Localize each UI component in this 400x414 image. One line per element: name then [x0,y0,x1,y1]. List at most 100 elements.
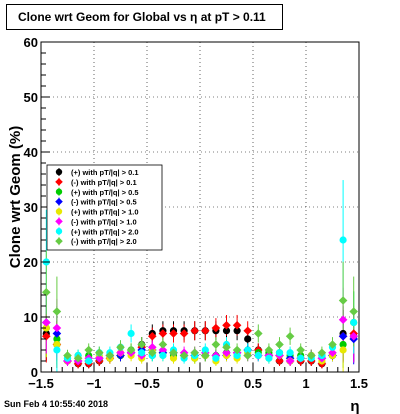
legend-marker [55,178,63,186]
data-point [275,340,284,349]
data-point [338,296,348,305]
data-point [285,356,295,366]
legend-marker [55,197,63,206]
data-point [158,340,168,349]
data-point [179,329,189,338]
data-point [179,351,189,360]
data-point [137,340,146,349]
data-point [338,331,348,341]
data-point [296,345,305,355]
data-point [244,346,252,354]
data-point [286,349,294,357]
data-point [169,329,178,338]
tick-labels: −1.5 −1 −0.5 0 0.5 1 1.5 0 10 20 30 40 50 60 [24,35,369,391]
data-point [169,348,178,358]
timestamp: Sun Feb 4 10:55:40 2018 [4,399,109,409]
chart-title: Clone wrt Geom for Global vs η at pT > 0… [6,4,283,30]
legend: (+) with pT/|q| > 0.1(-) with pT/|q| > 0… [46,164,163,251]
data-point [297,354,305,362]
data-point [233,327,241,335]
data-point [201,346,209,354]
data-point [339,340,347,349]
data-point [52,307,62,316]
data-point [84,345,93,355]
data-point [116,348,125,358]
data-point [201,351,210,360]
data-point [127,329,135,338]
data-point [53,335,61,343]
data-point [350,318,358,327]
data-point [53,340,61,349]
y-tick-label: 50 [24,90,38,105]
legend-marker [55,228,63,235]
x-tick-label: −1 [87,376,102,391]
data-point [275,349,284,357]
data-point [222,342,231,352]
data-point [285,331,295,341]
legend-marker [55,217,63,226]
data-point [52,329,62,338]
data-point [338,315,348,325]
axis-ticks [40,41,360,373]
data-point [158,345,168,355]
data-point [339,236,347,244]
data-point [42,331,51,341]
data-point [349,307,358,316]
legend-marker [55,237,63,245]
legend-entry: (-) with pT/|q| > 1.0 [71,217,137,226]
legend-entry: (-) with pT/|q| > 2.0 [71,237,137,246]
data-point [190,326,199,336]
y-tick-label: 10 [24,310,38,325]
data-points [42,236,358,369]
legend-entry: (+) with pT/|q| > 1.0 [71,208,139,217]
data-point [243,351,252,360]
y-tick-label: 30 [24,200,38,215]
data-point [232,345,242,355]
y-tick-label: 60 [24,35,38,50]
data-point [158,329,168,338]
data-point [254,351,262,360]
data-point [349,331,358,341]
data-point [148,348,157,358]
data-point [116,342,125,352]
data-point [317,348,327,358]
data-point [148,342,157,352]
legend-entry: (+) with pT/|q| > 0.1 [71,168,139,177]
data-point [169,354,178,362]
y-tick-label: 0 [31,365,38,380]
data-point [244,335,252,343]
legend-entry: (-) with pT/|q| > 0.1 [71,178,137,187]
data-point [63,351,72,360]
data-point [222,327,231,335]
x-tick-label: −1.5 [28,376,54,391]
legend-box [46,164,163,251]
x-tick-label: 1 [302,376,309,391]
data-point [53,346,61,354]
data-point [328,348,337,358]
data-point [85,357,93,365]
x-axis-label: η [350,398,359,414]
legend-entry: (-) with pT/|q| > 0.5 [71,198,137,207]
legend-marker [55,168,63,176]
data-point [148,331,157,341]
data-point [42,287,51,297]
y-tick-label: 40 [24,145,38,160]
legend-entry: (+) with pT/|q| > 2.0 [71,227,139,236]
data-point [265,354,273,362]
data-point [254,329,263,338]
legend-marker [55,208,63,215]
x-tick-label: 0.5 [244,376,262,391]
data-point [126,345,136,355]
x-tick-label: 1.5 [350,376,368,391]
x-tick-label: −0.5 [134,376,160,391]
data-point [275,356,284,366]
data-point [95,348,104,358]
data-point [105,351,115,360]
data-point [243,326,252,336]
data-point [190,348,199,358]
data-point [42,324,50,332]
data-point [233,351,241,360]
legend-marker [55,188,63,195]
data-point [159,351,167,360]
